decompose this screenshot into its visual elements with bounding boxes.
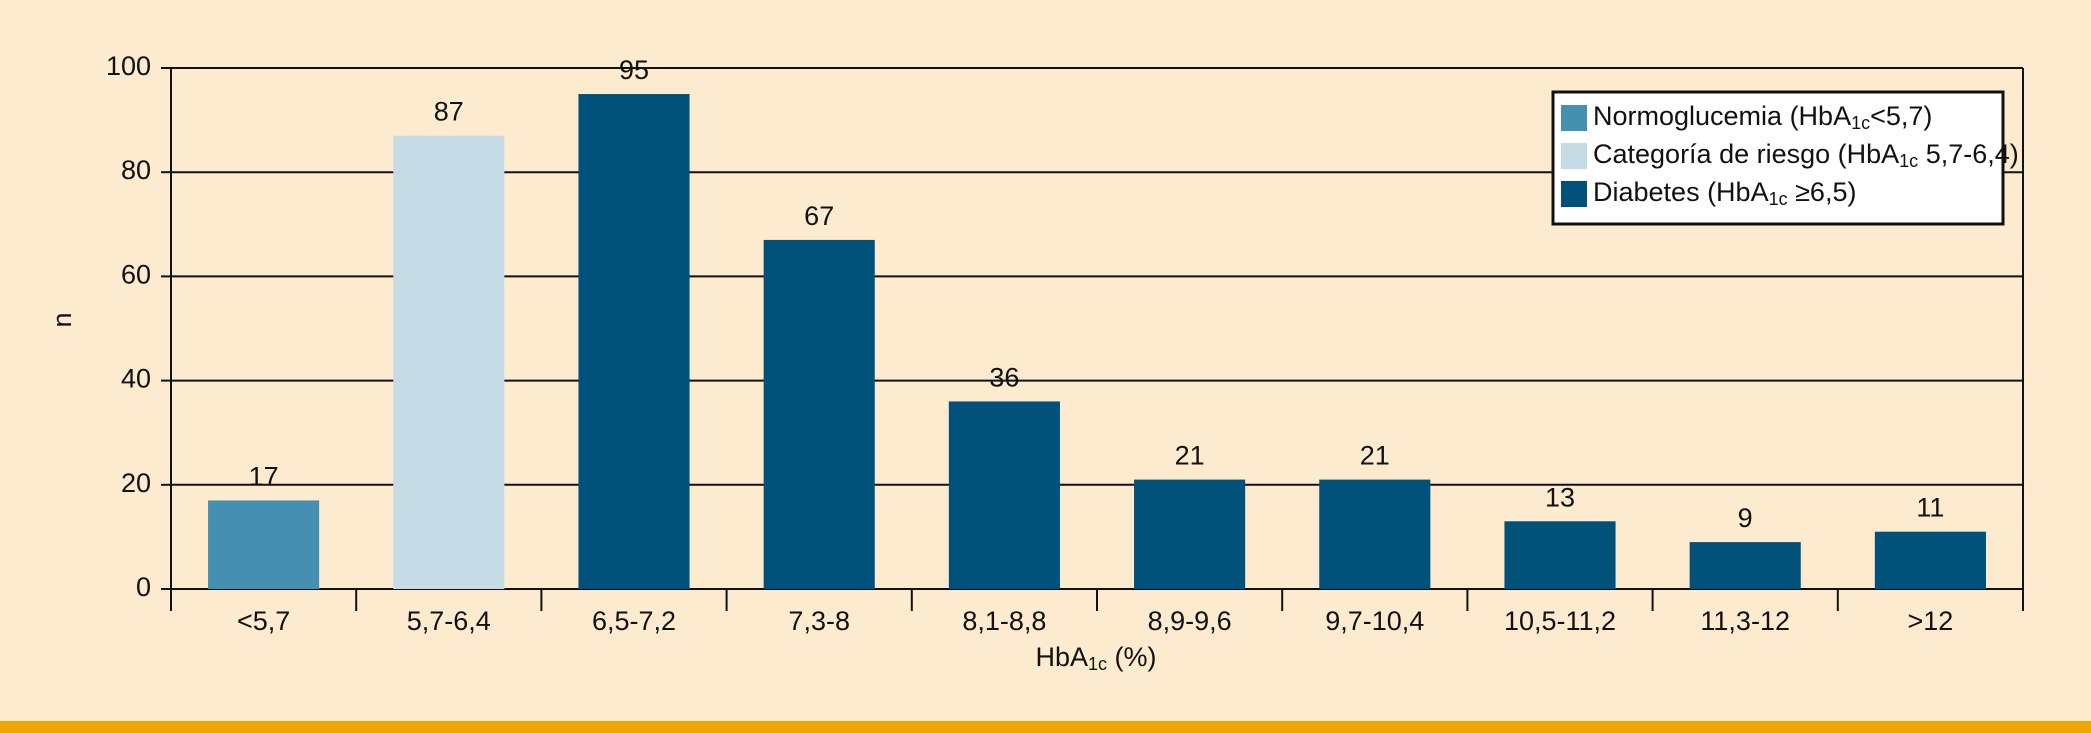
legend-swatch	[1561, 181, 1587, 207]
x-tick-label: <5,7	[237, 606, 290, 636]
bar	[1134, 479, 1246, 589]
x-tick-label: 7,3-8	[788, 606, 850, 636]
x-tick-label: 6,5-7,2	[592, 606, 676, 636]
y-tick-label: 0	[136, 572, 151, 602]
bar	[578, 94, 690, 590]
x-tick-label: 9,7-10,4	[1325, 606, 1424, 636]
value-label: 17	[249, 462, 279, 492]
y-tick-label: 100	[106, 51, 151, 81]
bar	[1874, 531, 1986, 589]
legend-box	[1551, 90, 2005, 226]
legend-swatch	[1561, 143, 1587, 169]
value-label: 9	[1738, 503, 1753, 533]
value-label: 67	[804, 201, 834, 231]
value-label: 21	[1360, 441, 1390, 471]
y-tick-label: 20	[121, 468, 151, 498]
bar	[393, 135, 505, 590]
value-label: 95	[619, 55, 649, 85]
value-label: 21	[1175, 441, 1205, 471]
legend-label: Normoglucemia (HbA1c<5,7)	[1593, 101, 1932, 133]
x-tick-label: 8,9-9,6	[1148, 606, 1232, 636]
value-label: 87	[434, 97, 464, 127]
bar	[948, 401, 1060, 589]
bar	[1319, 479, 1431, 589]
bar	[1504, 521, 1616, 589]
value-label: 36	[989, 363, 1019, 393]
x-tick-label: 10,5-11,2	[1504, 606, 1616, 636]
x-tick-label: 5,7-6,4	[407, 606, 491, 636]
y-tick-label: 60	[121, 260, 151, 290]
y-tick-label: 40	[121, 364, 151, 394]
value-label: 13	[1545, 482, 1575, 512]
x-axis-label: HbA1c (%)	[1035, 642, 1156, 674]
value-label: 11	[1916, 493, 1944, 523]
legend-swatch	[1561, 105, 1587, 131]
x-tick-label: 11,3-12	[1700, 606, 1790, 636]
y-tick-label: 80	[121, 155, 151, 185]
legend-label: Categoría de riesgo (HbA1c 5,7-6,4)	[1593, 139, 2019, 171]
y-axis-label: n	[47, 312, 77, 327]
bar	[1689, 542, 1801, 589]
legend-label: Diabetes (HbA1c ≥6,5)	[1593, 177, 1856, 209]
bar	[763, 239, 875, 589]
x-tick-label: 8,1-8,8	[962, 606, 1046, 636]
bar	[208, 500, 320, 589]
bottom-stripe	[0, 721, 2091, 733]
x-tick-label: >12	[1907, 606, 1953, 636]
